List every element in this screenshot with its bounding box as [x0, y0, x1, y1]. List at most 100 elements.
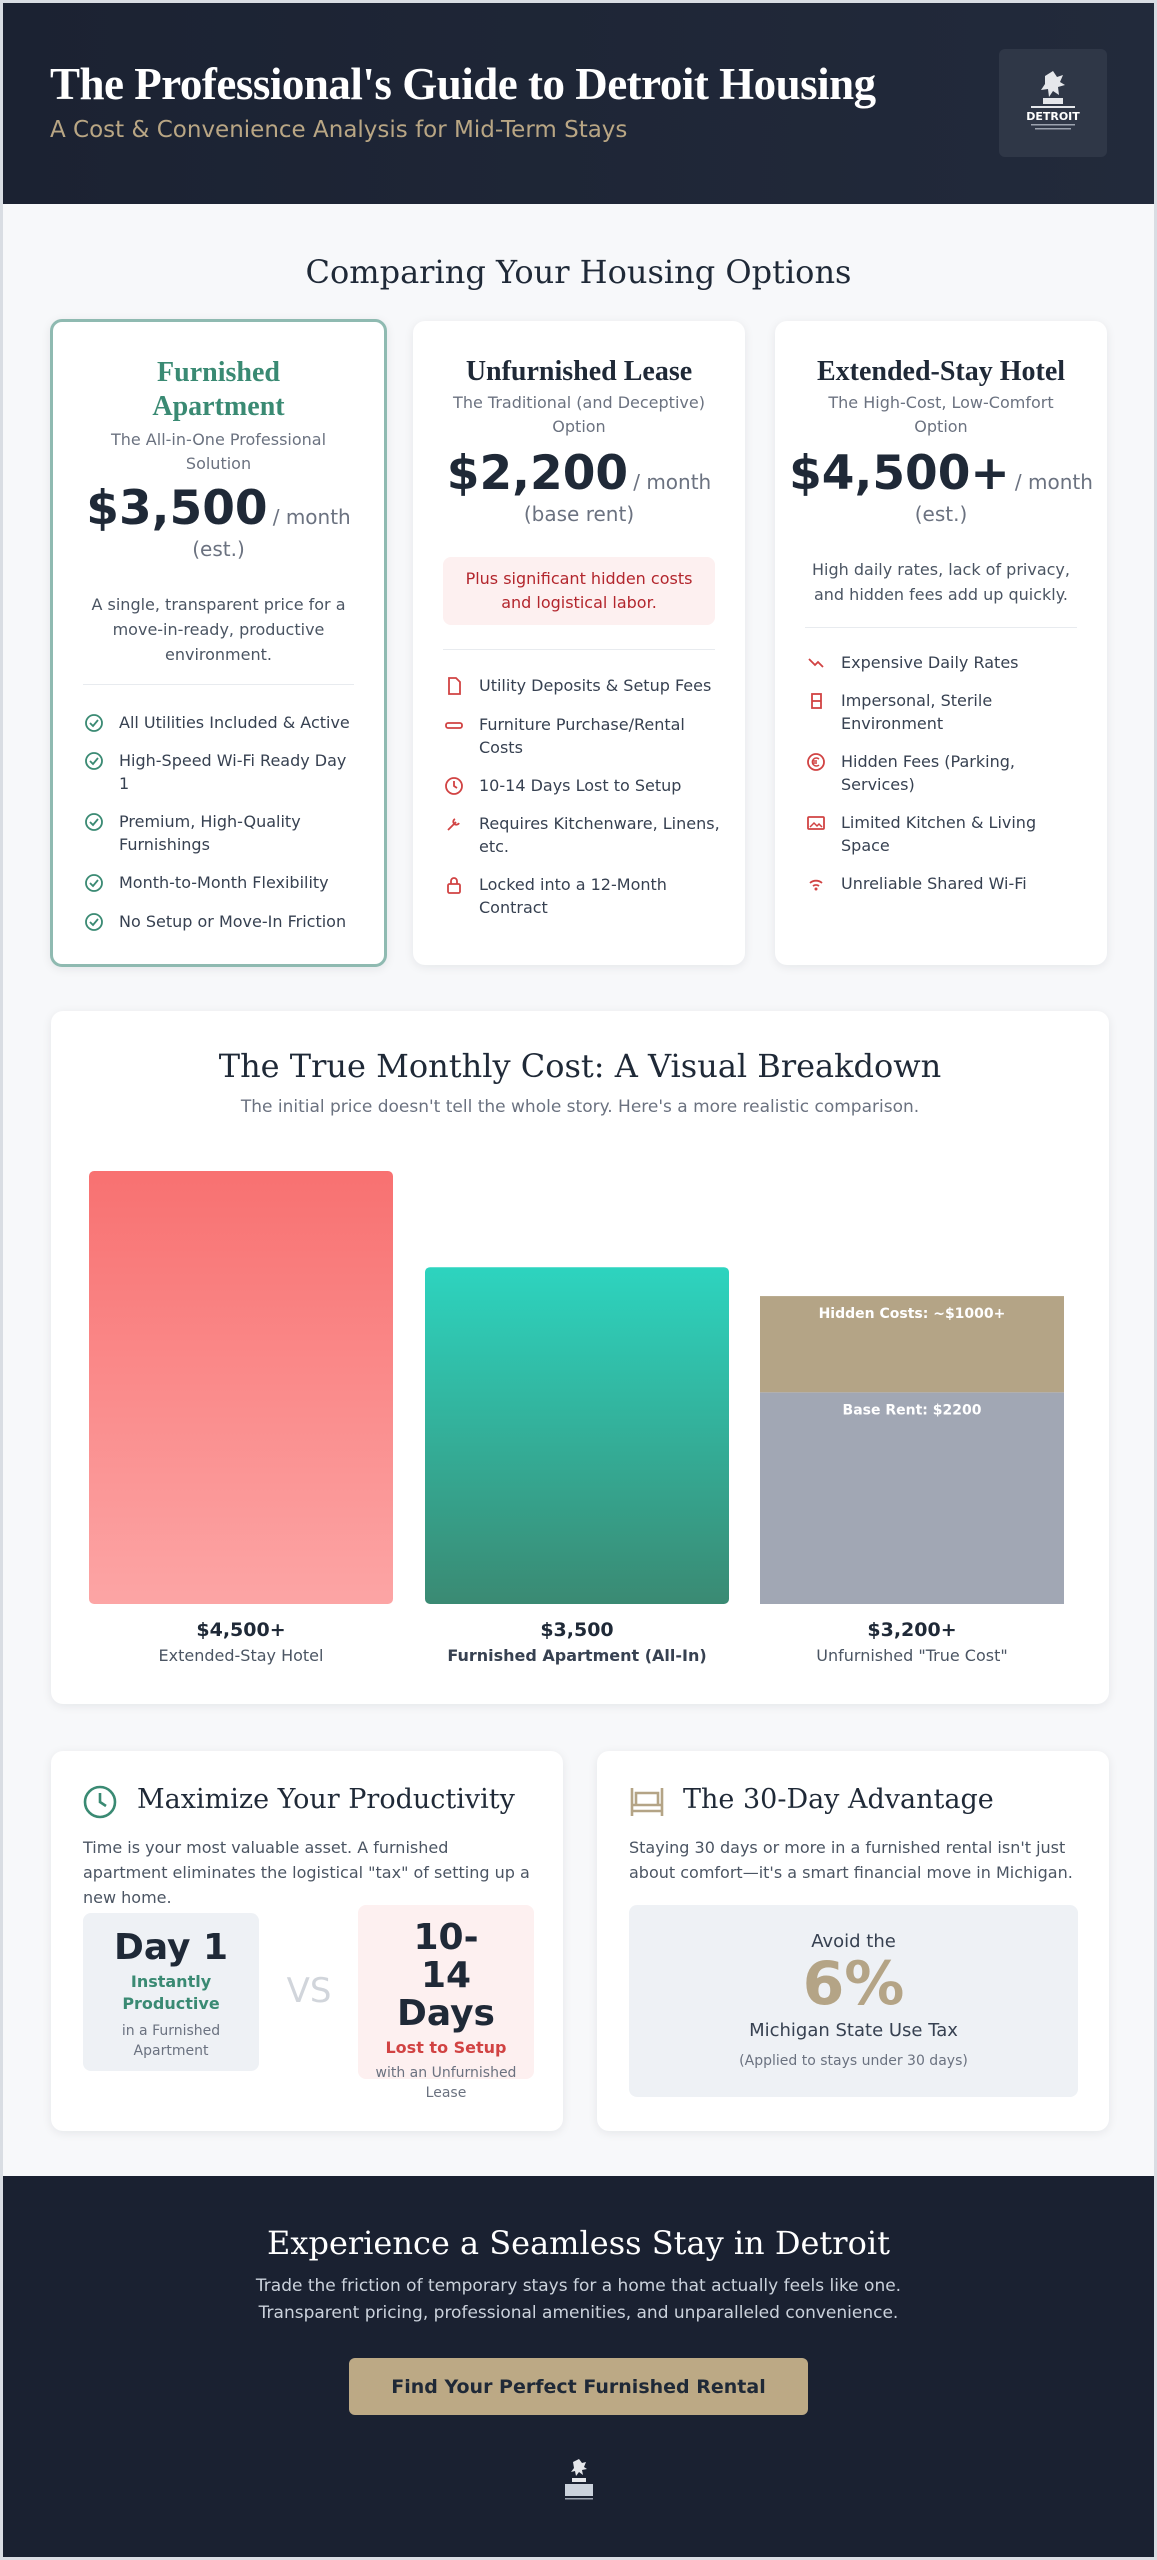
option-card-hotel: Extended-Stay Hotel The High-Cost, Low-C…: [775, 321, 1107, 965]
feature-text: Hidden Fees (Parking, Services): [841, 752, 1015, 794]
footer-text-line2: Transparent pricing, professional amenit…: [258, 2303, 899, 2323]
check-circle-icon: [83, 872, 105, 894]
cost-breakdown-card: The True Monthly Cost: A Visual Breakdow…: [51, 1011, 1109, 1704]
feature-text: Requires Kitchenware, Linens, etc.: [479, 814, 720, 856]
day-one-accent: Instantly Productive: [122, 1972, 220, 2013]
option-title: Furnished Apartment: [152, 357, 285, 422]
page: The Professional's Guide to Detroit Hous…: [3, 3, 1154, 2557]
feature-item: No Setup or Move-In Friction: [83, 910, 360, 933]
bar-0: [89, 1171, 393, 1604]
truck-icon: [443, 714, 465, 736]
option-title: Extended-Stay Hotel: [816, 356, 1066, 387]
feature-item: All Utilities Included & Active: [83, 711, 360, 734]
avoid-label: Avoid the: [811, 1931, 896, 1952]
building-icon: [805, 690, 827, 712]
lock-icon: [443, 874, 465, 896]
feature-text: High-Speed Wi-Fi Ready Day 1: [119, 751, 347, 793]
productivity-text: Time is your most valuable asset. A furn…: [83, 1838, 530, 1907]
feature-text: All Utilities Included & Active: [119, 713, 350, 732]
price-value: $4,500+: [789, 446, 1010, 501]
productivity-card: Maximize Your Productivity Time is your …: [51, 1751, 563, 2131]
page-header: The Professional's Guide to Detroit Hous…: [3, 3, 1154, 204]
feature-text: 10-14 Days Lost to Setup: [479, 776, 682, 795]
divider: [805, 627, 1077, 628]
divider: [83, 684, 354, 685]
option-card-furnished: Furnished Apartment The All-in-One Profe…: [50, 319, 387, 967]
bar-category-label: Extended-Stay Hotel: [159, 1646, 324, 1665]
feature-item: Utility Deposits & Setup Fees: [443, 674, 721, 697]
bar-segment-base-rent: [760, 1392, 1064, 1604]
check-circle-icon: [83, 911, 105, 933]
option-description: High daily rates, lack of privacy, and h…: [812, 560, 1070, 604]
bed-icon: [629, 1785, 665, 1823]
bar-segment-hidden-costs: [760, 1296, 1064, 1393]
feature-text: Utility Deposits & Setup Fees: [479, 676, 712, 695]
tax-note: (Applied to stays under 30 days): [739, 2053, 968, 2069]
tax-percent: 6%: [802, 1949, 905, 2019]
page-subtitle: A Cost & Convenience Analysis for Mid-Te…: [50, 117, 628, 143]
check-circle-icon: [83, 811, 105, 833]
footer-logo: [561, 2458, 597, 2506]
footer-title: Experience a Seamless Stay in Detroit: [267, 2224, 890, 2262]
setup-days-box: 10-14 Days Lost to Setup with an Unfurni…: [358, 1905, 534, 2101]
feature-text: Premium, High-Quality Furnishings: [119, 812, 301, 854]
check-circle-icon: [83, 712, 105, 734]
option-price: $4,500+ / month (est.): [785, 450, 1097, 531]
comparison-title: Comparing Your Housing Options: [305, 253, 852, 291]
cost-chart: Hidden Costs: ~$1000+ Base Rent: $2200 $4,…: [89, 1171, 1064, 1665]
feature-text: Locked into a 12-Month Contract: [479, 875, 667, 917]
clock-icon: [83, 1785, 117, 1823]
feature-item: Premium, High-Quality Furnishings: [83, 810, 360, 856]
price-value: $3,500: [86, 481, 268, 536]
productivity-title: Maximize Your Productivity: [137, 1784, 515, 1815]
chart-title: The True Monthly Cost: A Visual Breakdow…: [218, 1047, 942, 1085]
option-description: A single, transparent price for a move-i…: [91, 595, 346, 664]
segment-label-hidden-costs: Hidden Costs: ~$1000+: [819, 1306, 1006, 1322]
price-period: / month (base rent): [523, 470, 712, 526]
hidden-costs-warning: Plus significant hidden costs and logist…: [443, 557, 715, 625]
day-one-box: Day 1 Instantly Productive in a Furnishe…: [83, 1913, 259, 2071]
feature-text: Month-to-Month Flexibility: [119, 873, 329, 892]
divider: [443, 649, 715, 650]
segment-label-base-rent: Base Rent: $2200: [843, 1402, 982, 1418]
thirty-day-card: The 30-Day Advantage Staying 30 days or …: [597, 1751, 1109, 2131]
detroit-logo-icon: DETROIT: [1026, 71, 1080, 130]
option-subtitle: The All-in-One Professional Solution: [110, 430, 327, 473]
image-icon: [805, 812, 827, 834]
setup-days-accent: Lost to Setup: [385, 2038, 507, 2057]
setup-days-value: 10-14 Days: [397, 1917, 495, 2034]
page-title: The Professional's Guide to Detroit Hous…: [50, 59, 876, 109]
footer-text-line1: Trade the friction of temporary stays fo…: [255, 2276, 902, 2296]
feature-text: Impersonal, Sterile Environment: [841, 691, 993, 733]
file-icon: [443, 675, 465, 697]
setup-days-caption: with an Unfurnished Lease: [375, 2065, 517, 2101]
euro-icon: [805, 751, 827, 773]
advantage-text: Staying 30 days or more in a furnished r…: [629, 1838, 1073, 1882]
tax-name: Michigan State Use Tax: [749, 2020, 958, 2041]
detroit-logo: DETROIT: [999, 49, 1107, 157]
chart-subtitle: The initial price doesn't tell the whole…: [240, 1097, 920, 1117]
feature-text: Unreliable Shared Wi-Fi: [841, 874, 1027, 893]
feature-item: Requires Kitchenware, Linens, etc.: [443, 812, 721, 858]
option-price: $2,200 / month (base rent): [423, 450, 735, 531]
feature-item: Impersonal, Sterile Environment: [805, 689, 1083, 735]
feature-item: Limited Kitchen & Living Space: [805, 811, 1083, 857]
footer-cta-section: Experience a Seamless Stay in Detroit Tr…: [3, 2176, 1154, 2557]
option-subtitle: The High-Cost, Low-Comfort Option: [828, 393, 1054, 436]
feature-text: Furniture Purchase/Rental Costs: [479, 715, 685, 757]
bar-category-label: Unfurnished "True Cost": [816, 1646, 1007, 1665]
find-rental-button[interactable]: Find Your Perfect Furnished Rental: [349, 2358, 808, 2415]
day-one-value: Day 1: [113, 1927, 229, 1968]
price-value: $2,200: [446, 446, 629, 501]
feature-item: Hidden Fees (Parking, Services): [805, 750, 1083, 796]
day-one-caption: in a Furnished Apartment: [121, 2023, 221, 2059]
option-subtitle: The Traditional (and Deceptive) Option: [453, 393, 705, 436]
feature-item: Locked into a 12-Month Contract: [443, 873, 721, 919]
bar-1: [425, 1267, 729, 1604]
tax-box: Avoid the 6% Michigan State Use Tax (App…: [629, 1905, 1078, 2097]
detroit-logo-icon: [565, 2459, 593, 2500]
wifi-off-icon: [805, 873, 827, 895]
bar-value-label: $3,200+: [867, 1619, 956, 1641]
chart-down-icon: [805, 652, 827, 674]
logo-text: DETROIT: [1026, 110, 1080, 123]
